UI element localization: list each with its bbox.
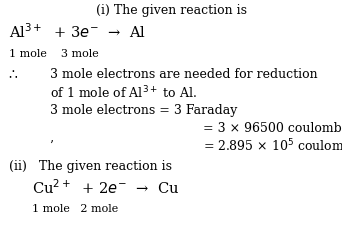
Text: (ii)   The given reaction is: (ii) The given reaction is [9,160,172,173]
Text: = 3 × 96500 coulombs: = 3 × 96500 coulombs [203,122,342,135]
Text: 3 mole electrons are needed for reduction: 3 mole electrons are needed for reductio… [50,69,317,81]
Text: 3 mole electrons = 3 Faraday: 3 mole electrons = 3 Faraday [50,104,237,117]
Text: ∴: ∴ [9,68,17,82]
Text: = 2.895 × 10$^{5}$ coulombs: = 2.895 × 10$^{5}$ coulombs [203,138,342,155]
Text: 1 mole   2 mole: 1 mole 2 mole [32,204,119,214]
Text: 1 mole    3 mole: 1 mole 3 mole [9,49,98,59]
Text: (i) The given reaction is: (i) The given reaction is [95,4,247,17]
Text: Al$^{3+}$  + 3$e^{-}$  →  Al: Al$^{3+}$ + 3$e^{-}$ → Al [9,23,145,41]
Text: of 1 mole of Al$^{3+}$ to Al.: of 1 mole of Al$^{3+}$ to Al. [50,84,197,101]
Text: Cu$^{2+}$  + 2$e^{-}$  →  Cu: Cu$^{2+}$ + 2$e^{-}$ → Cu [32,179,180,197]
Text: ’: ’ [50,140,53,153]
